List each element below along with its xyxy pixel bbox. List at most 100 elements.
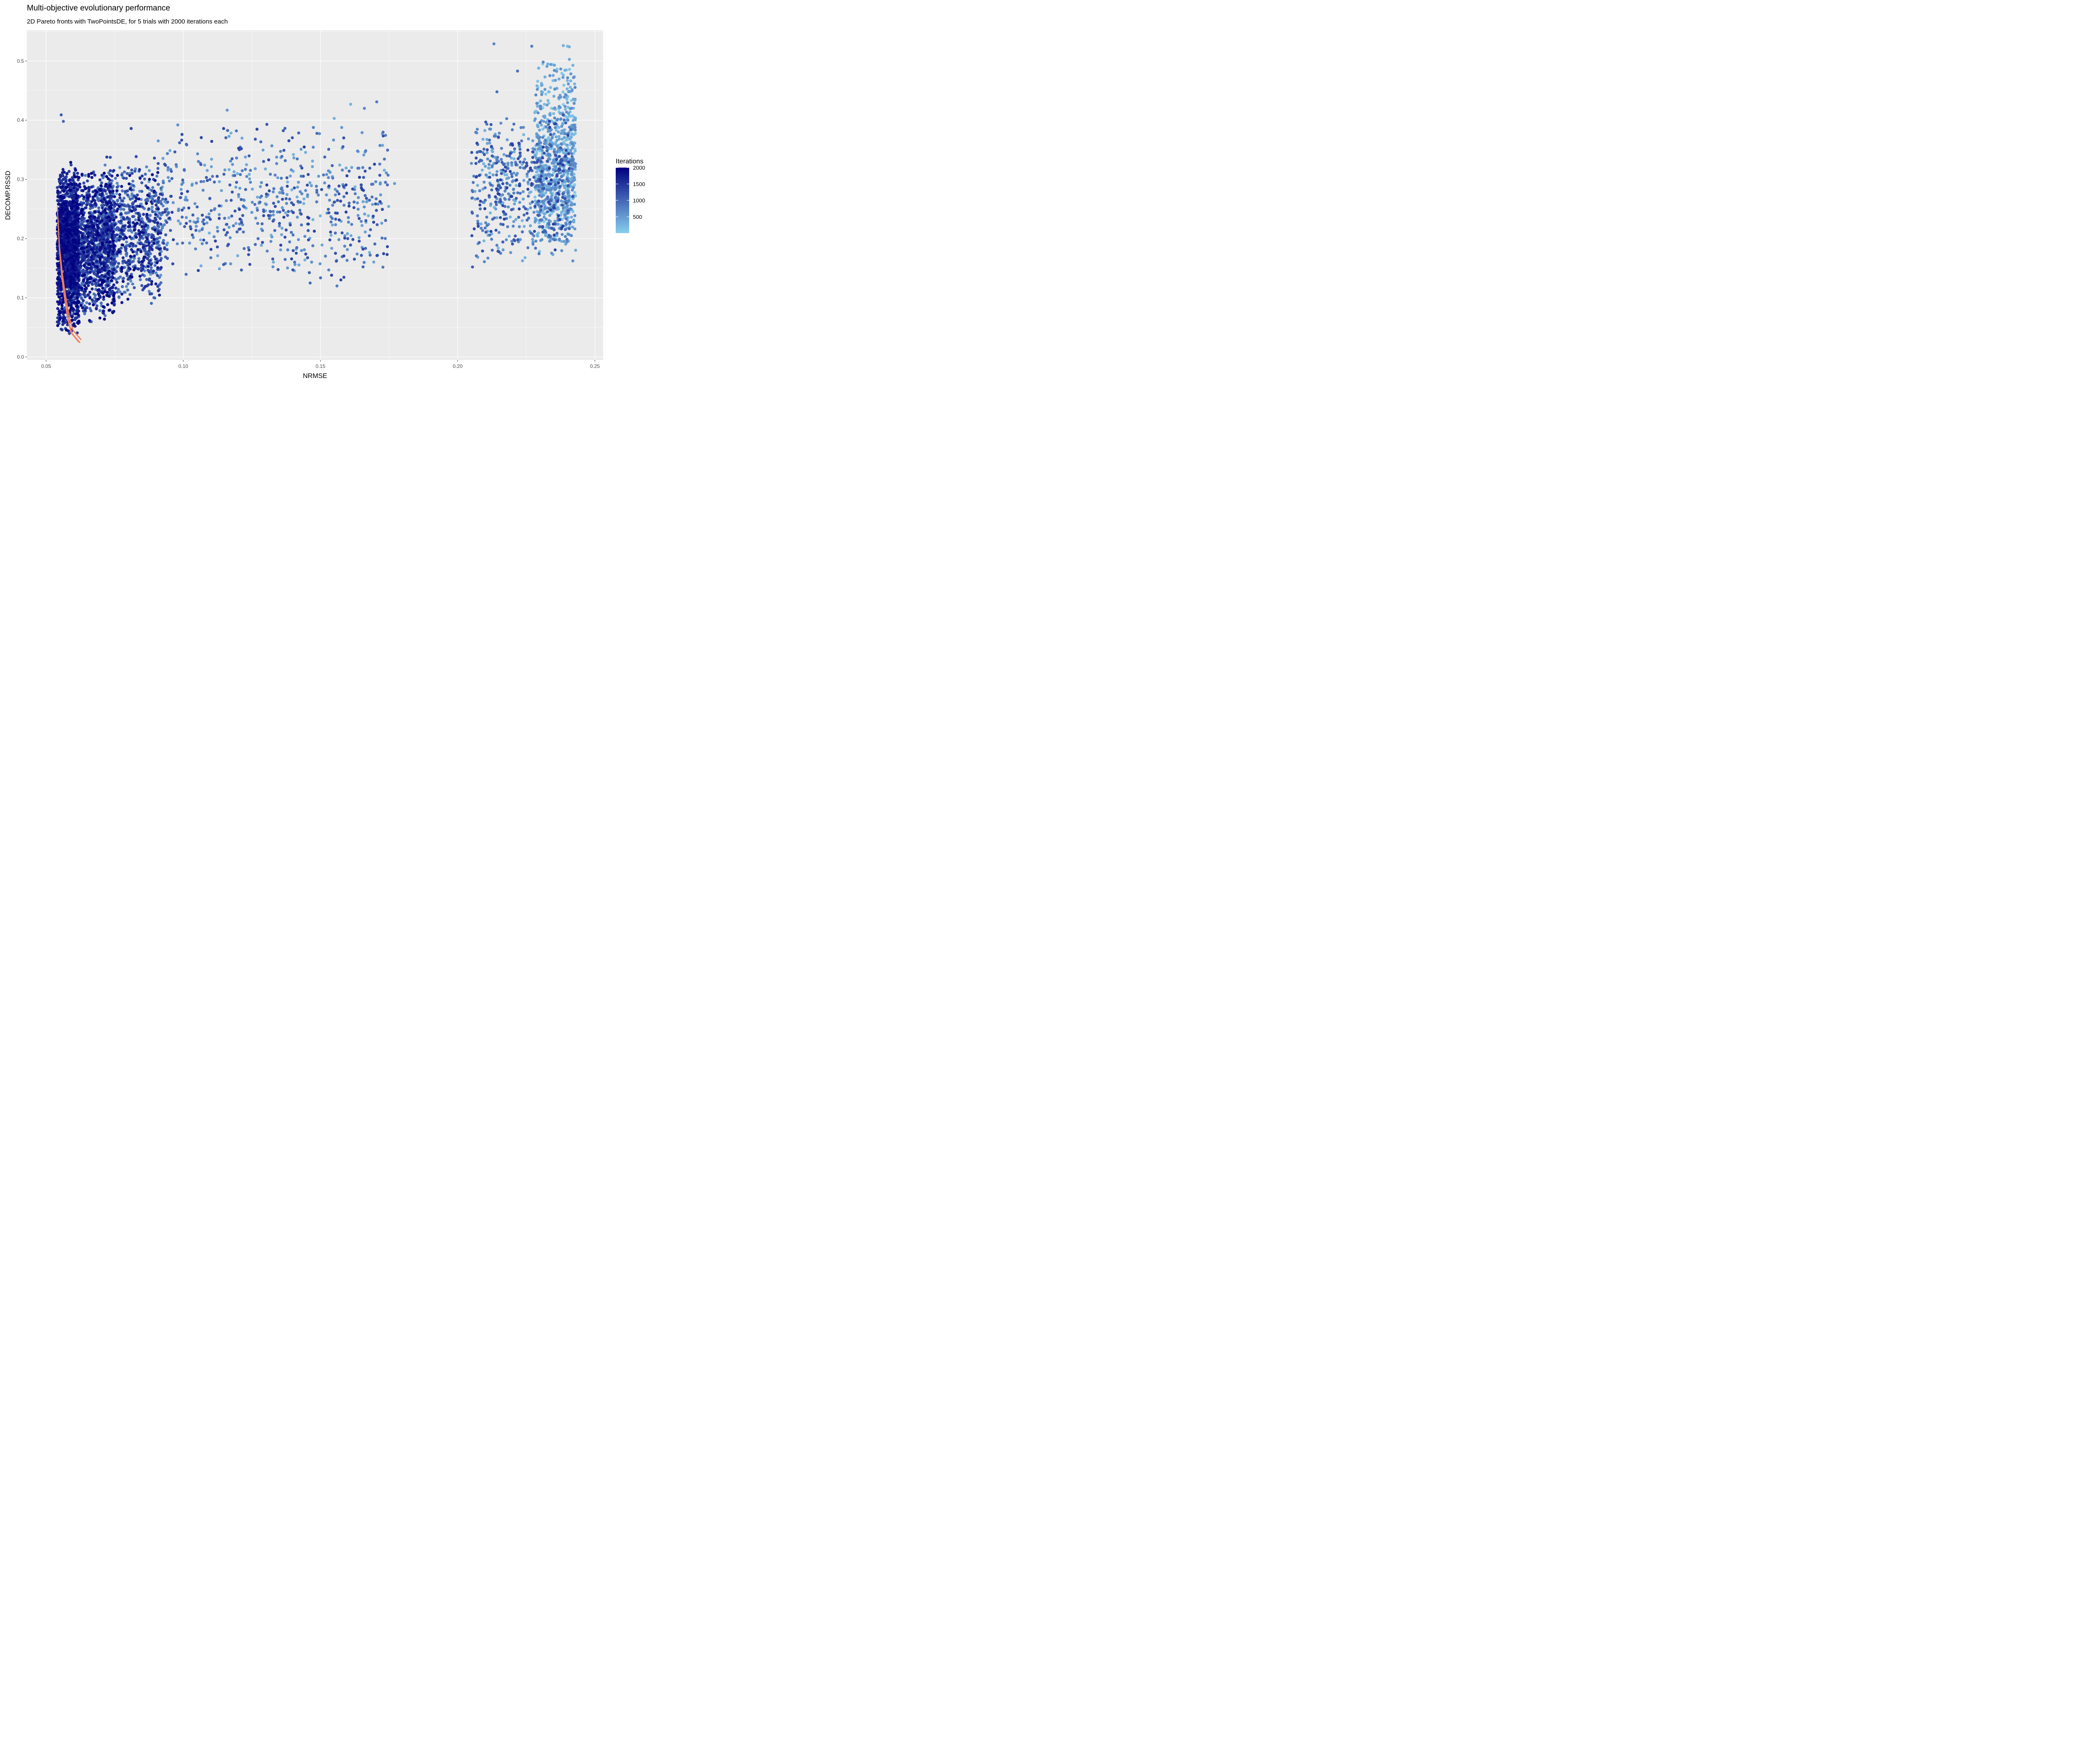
data-point (117, 288, 120, 291)
data-point (260, 181, 263, 184)
data-point (568, 126, 571, 129)
data-point (512, 187, 515, 191)
data-point (116, 281, 119, 284)
data-point (542, 175, 545, 178)
data-point (147, 290, 151, 293)
data-point (539, 99, 542, 102)
data-point (386, 148, 389, 152)
data-point (108, 156, 112, 159)
data-point (329, 234, 333, 237)
data-point (126, 282, 130, 286)
data-point (334, 223, 337, 226)
data-point (110, 261, 113, 265)
data-point (279, 187, 283, 191)
data-point (556, 118, 559, 121)
data-point (533, 220, 537, 223)
data-point (571, 163, 574, 166)
data-point (368, 253, 372, 257)
data-point (71, 178, 75, 182)
data-point (573, 82, 576, 86)
data-point (330, 273, 333, 277)
data-point (335, 260, 338, 263)
data-point (327, 268, 331, 272)
data-point (494, 228, 498, 232)
data-point (486, 256, 490, 260)
data-point (121, 285, 124, 289)
data-point (296, 157, 299, 160)
data-point (341, 145, 345, 148)
data-point (504, 213, 507, 216)
data-point (188, 220, 192, 223)
data-point (564, 149, 568, 152)
data-point (563, 95, 566, 99)
data-point (153, 210, 157, 214)
data-point (547, 136, 550, 139)
data-point (512, 157, 516, 160)
data-point (540, 175, 543, 178)
data-point (501, 204, 504, 207)
data-point (362, 261, 366, 264)
data-point (342, 185, 345, 188)
data-point (545, 145, 548, 149)
data-point (145, 278, 148, 281)
data-point (304, 189, 307, 192)
data-point (143, 177, 146, 181)
data-point (529, 224, 532, 228)
data-point (513, 202, 516, 206)
data-point (156, 215, 160, 218)
data-point (386, 183, 389, 186)
data-point (276, 176, 279, 179)
data-point (247, 248, 251, 252)
data-point (476, 220, 480, 223)
data-point (559, 146, 562, 150)
data-point (525, 165, 528, 168)
data-point (115, 233, 118, 236)
data-point (523, 158, 526, 161)
data-point (509, 251, 512, 255)
data-point (225, 199, 228, 202)
data-point (557, 168, 561, 171)
data-point (564, 217, 568, 220)
data-point (319, 214, 322, 218)
data-point (564, 121, 567, 125)
data-point (531, 238, 534, 241)
data-point (530, 182, 533, 185)
data-point (337, 218, 341, 222)
data-point (282, 215, 286, 219)
data-point (245, 175, 249, 178)
data-point (471, 265, 474, 269)
data-point (147, 233, 150, 236)
data-point (472, 181, 475, 184)
data-point (562, 73, 565, 77)
data-point (546, 195, 549, 199)
data-point (161, 204, 165, 207)
data-point (153, 220, 157, 224)
data-point (360, 188, 364, 191)
data-point (191, 213, 194, 217)
data-point (260, 244, 263, 247)
data-point (156, 285, 160, 288)
data-point (499, 200, 502, 203)
data-point (570, 155, 574, 158)
data-point (105, 192, 108, 196)
data-point (521, 230, 524, 234)
data-point (509, 215, 512, 219)
data-point (539, 208, 543, 212)
data-point (147, 207, 150, 210)
data-point (181, 178, 184, 182)
data-point (302, 197, 306, 201)
data-point (238, 208, 241, 211)
data-point (210, 165, 213, 168)
data-point (240, 268, 243, 272)
data-point (510, 175, 514, 178)
data-point (156, 171, 160, 174)
data-point (522, 205, 525, 208)
data-point (335, 284, 339, 288)
data-point (547, 219, 551, 222)
data-point (526, 148, 530, 152)
data-point (156, 221, 159, 225)
data-point (569, 203, 572, 207)
data-point (566, 191, 570, 194)
data-point (112, 283, 116, 287)
data-point (100, 181, 103, 184)
